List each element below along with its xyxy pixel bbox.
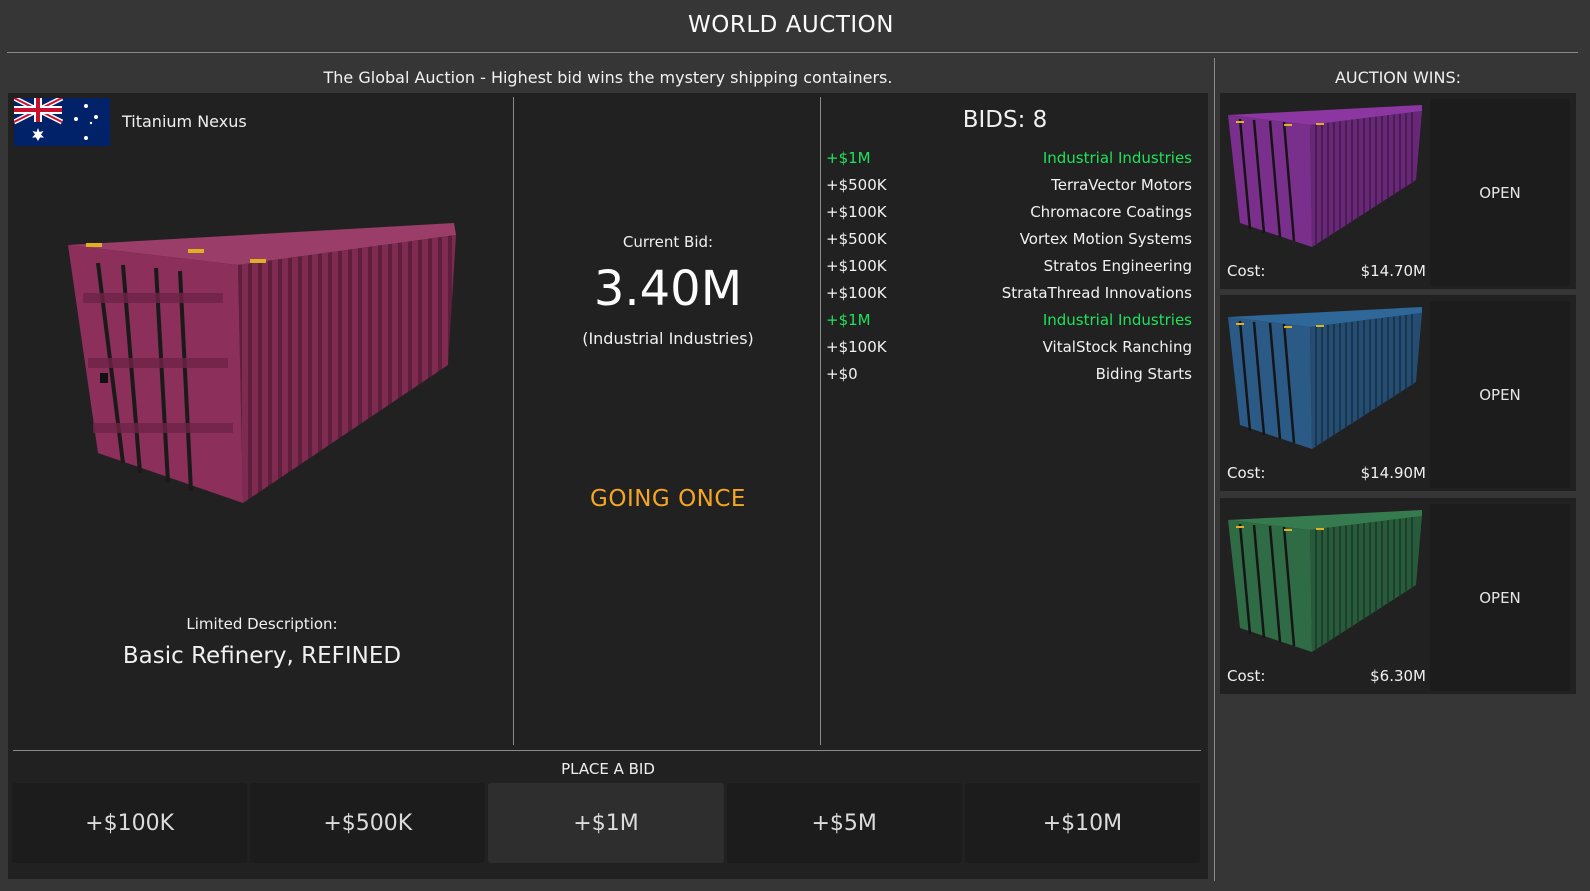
bid-10m-button[interactable]: +$10M bbox=[964, 783, 1201, 863]
description-label: Limited Description: bbox=[186, 615, 338, 633]
bid-history-row: +$100K Stratos Engineering bbox=[826, 257, 1192, 284]
shipping-container-image bbox=[1228, 105, 1422, 247]
bids-count-value: 8 bbox=[1032, 107, 1048, 133]
bid-history-row: +$1M Industrial Industries bbox=[826, 311, 1192, 338]
auction-wins-title: AUCTION WINS: bbox=[1334, 68, 1462, 87]
open-container-button[interactable]: OPEN bbox=[1430, 301, 1570, 488]
column-divider bbox=[820, 97, 821, 745]
auction-panel: Titanium Nexus Limited Descr bbox=[8, 93, 1208, 879]
bidder-name: VitalStock Ranching bbox=[1042, 338, 1192, 356]
bid-history-row: +$100K Chromacore Coatings bbox=[826, 203, 1192, 230]
cost-label: Cost: bbox=[1227, 667, 1266, 685]
bid-1m-button[interactable]: +$1M bbox=[488, 783, 724, 863]
bid-button-group: +$100K +$500K +$1M +$5M +$10M bbox=[12, 783, 1201, 863]
bidder-name: Biding Starts bbox=[1095, 365, 1192, 383]
cost-label: Cost: bbox=[1227, 464, 1266, 482]
bids-label: BIDS: bbox=[962, 107, 1026, 133]
bidder-name: Industrial Industries bbox=[1042, 149, 1192, 167]
bidder-name: TerraVector Motors bbox=[1051, 176, 1192, 194]
bid-history-row: +$100K VitalStock Ranching bbox=[826, 338, 1192, 365]
bidder-name: Vortex Motion Systems bbox=[1019, 230, 1192, 248]
australia-flag-icon bbox=[14, 98, 110, 146]
bid-amount: +$0 bbox=[826, 365, 858, 383]
bidder-name: Stratos Engineering bbox=[1043, 257, 1192, 275]
seller-name: Titanium Nexus bbox=[122, 112, 247, 131]
bid-section-divider bbox=[13, 750, 1201, 751]
cost-value: $14.70M bbox=[1360, 262, 1426, 280]
description-value: Basic Refinery, REFINED bbox=[122, 643, 402, 669]
bid-history-row: +$0 Biding Starts bbox=[826, 365, 1192, 392]
shipping-container-image bbox=[68, 223, 456, 503]
bidder-name: Chromacore Coatings bbox=[1030, 203, 1192, 221]
auction-status: GOING ONCE bbox=[590, 486, 746, 512]
current-bid-label: Current Bid: bbox=[622, 233, 714, 251]
bidder-name: Industrial Industries bbox=[1042, 311, 1192, 329]
bid-5m-button[interactable]: +$5M bbox=[726, 783, 962, 863]
cost-value: $14.90M bbox=[1360, 464, 1426, 482]
place-bid-label: PLACE A BID bbox=[561, 760, 655, 778]
bid-amount: +$1M bbox=[826, 149, 871, 167]
shipping-container-image bbox=[1228, 510, 1422, 652]
bidder-name: StrataThread Innovations bbox=[1001, 284, 1192, 302]
cost-label: Cost: bbox=[1227, 262, 1266, 280]
bid-amount: +$100K bbox=[826, 338, 887, 356]
current-bid-value: 3.40M bbox=[593, 261, 743, 317]
win-card: Cost: $14.90M OPEN bbox=[1220, 295, 1576, 491]
page-title: WORLD AUCTION bbox=[688, 12, 894, 38]
bid-history-row: +$1M Industrial Industries bbox=[826, 149, 1192, 176]
bid-amount: +$100K bbox=[826, 257, 887, 275]
bid-history-row: +$500K Vortex Motion Systems bbox=[826, 230, 1192, 257]
bid-history-list: +$1M Industrial Industries +$500K TerraVec… bbox=[826, 149, 1192, 392]
open-container-button[interactable]: OPEN bbox=[1430, 99, 1570, 286]
bid-history-row: +$100K StrataThread Innovations bbox=[826, 284, 1192, 311]
sidebar-divider bbox=[1214, 58, 1215, 881]
bids-count: BIDS: 8 bbox=[820, 107, 1190, 133]
bid-amount: +$1M bbox=[826, 311, 871, 329]
bid-500k-button[interactable]: +$500K bbox=[250, 783, 486, 863]
auction-subtitle: The Global Auction - Highest bid wins th… bbox=[323, 68, 893, 87]
bid-amount: +$500K bbox=[826, 230, 887, 248]
win-card: Cost: $14.70M OPEN bbox=[1220, 93, 1576, 289]
open-container-button[interactable]: OPEN bbox=[1430, 504, 1570, 691]
column-divider bbox=[513, 97, 514, 745]
title-divider bbox=[7, 52, 1578, 53]
bid-amount: +$100K bbox=[826, 284, 887, 302]
win-card: Cost: $6.30M OPEN bbox=[1220, 498, 1576, 694]
bid-amount: +$500K bbox=[826, 176, 887, 194]
current-bid-bidder: (Industrial Industries) bbox=[582, 329, 754, 348]
bid-100k-button[interactable]: +$100K bbox=[12, 783, 248, 863]
shipping-container-image bbox=[1228, 307, 1422, 449]
cost-value: $6.30M bbox=[1370, 667, 1426, 685]
bid-history-row: +$500K TerraVector Motors bbox=[826, 176, 1192, 203]
bid-amount: +$100K bbox=[826, 203, 887, 221]
